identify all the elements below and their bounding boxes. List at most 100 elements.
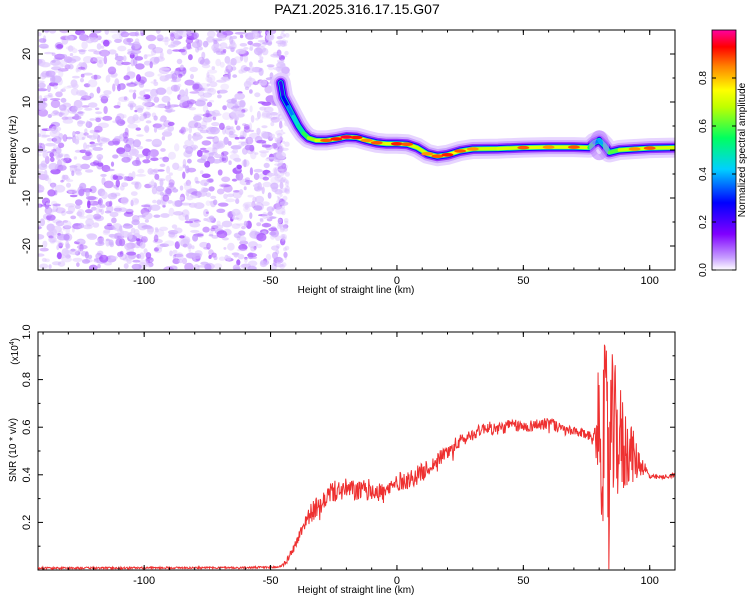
noise-speckle <box>235 137 240 140</box>
noise-speckle <box>57 242 63 246</box>
noise-speckle <box>105 27 110 34</box>
noise-speckle <box>250 167 253 175</box>
noise-speckle <box>256 222 261 226</box>
noise-speckle <box>139 252 145 259</box>
noise-speckle <box>256 128 260 135</box>
noise-speckle <box>180 203 191 206</box>
noise-speckle <box>75 199 83 205</box>
noise-speckle <box>123 224 133 229</box>
noise-speckle <box>119 254 127 260</box>
noise-speckle <box>70 53 73 56</box>
noise-speckle <box>280 41 286 47</box>
noise-speckle <box>169 179 175 186</box>
noise-speckle <box>260 218 263 221</box>
noise-speckle <box>261 125 267 128</box>
noise-speckle <box>278 60 283 65</box>
noise-speckle <box>182 101 193 109</box>
noise-speckle <box>54 112 65 116</box>
noise-speckle <box>267 64 275 67</box>
noise-speckle <box>66 58 77 63</box>
ridge-peak <box>517 146 529 150</box>
ridge-peak <box>401 142 413 146</box>
noise-speckle <box>259 68 264 76</box>
noise-speckle <box>128 101 134 105</box>
noise-speckle <box>164 240 175 246</box>
noise-speckle <box>187 243 192 249</box>
noise-speckle <box>45 259 50 263</box>
noise-speckle <box>39 95 42 100</box>
snr-x-tick-label: 50 <box>517 575 529 587</box>
noise-speckle <box>36 185 45 193</box>
noise-speckle <box>247 253 257 258</box>
noise-speckle <box>200 180 209 186</box>
noise-speckle <box>51 60 56 63</box>
noise-speckle <box>188 54 193 60</box>
noise-speckle <box>96 207 100 214</box>
noise-speckle <box>92 143 101 146</box>
noise-speckle <box>68 191 72 195</box>
noise-speckle <box>124 176 128 181</box>
noise-speckle <box>210 196 216 199</box>
noise-speckle <box>193 115 202 121</box>
noise-speckle <box>61 160 66 167</box>
noise-speckle <box>63 119 74 124</box>
noise-speckle <box>207 102 212 107</box>
noise-speckle <box>162 157 169 163</box>
noise-speckle <box>185 214 189 221</box>
noise-speckle <box>39 83 43 87</box>
noise-speckle <box>235 198 239 204</box>
noise-speckle <box>121 62 131 65</box>
ridge-peak <box>351 136 363 140</box>
noise-speckle <box>103 90 111 95</box>
noise-speckle <box>115 116 121 124</box>
noise-speckle <box>253 32 260 39</box>
noise-speckle <box>152 200 157 204</box>
noise-speckle <box>67 107 77 114</box>
noise-speckle <box>131 59 135 67</box>
noise-speckle <box>78 189 84 196</box>
noise-speckle <box>104 262 112 265</box>
noise-speckle <box>133 90 136 93</box>
noise-speckle <box>156 88 167 95</box>
noise-speckle <box>269 216 276 219</box>
noise-speckle <box>244 186 247 190</box>
noise-speckle <box>281 177 286 182</box>
noise-speckle <box>178 84 182 88</box>
noise-speckle <box>164 39 168 45</box>
noise-speckle <box>95 118 101 123</box>
noise-speckle <box>153 96 159 102</box>
noise-speckle <box>266 157 276 160</box>
noise-speckle <box>222 105 227 110</box>
noise-speckle <box>50 98 60 101</box>
noise-speckle <box>135 63 145 69</box>
noise-speckle <box>56 221 64 227</box>
noise-speckle <box>97 87 101 94</box>
noise-speckle <box>202 64 210 68</box>
noise-speckle <box>168 44 176 48</box>
snr-scale-factor: (x104) <box>9 338 21 365</box>
noise-speckle <box>103 40 110 47</box>
noise-speckle <box>250 151 256 159</box>
noise-speckle <box>114 78 119 86</box>
noise-speckle <box>117 46 126 52</box>
noise-speckle <box>192 253 202 259</box>
noise-speckle <box>185 221 194 224</box>
noise-speckle <box>252 197 256 203</box>
noise-speckle <box>199 83 209 88</box>
noise-speckle <box>49 264 52 269</box>
noise-speckle <box>123 114 127 118</box>
noise-speckle <box>57 234 68 241</box>
noise-speckle <box>83 73 93 76</box>
noise-speckle <box>98 123 109 129</box>
noise-speckle <box>136 238 140 241</box>
noise-speckle <box>228 160 231 165</box>
noise-speckle <box>285 258 287 260</box>
noise-speckle <box>146 252 152 259</box>
noise-speckle <box>100 94 110 99</box>
noise-speckle <box>139 115 145 121</box>
snr-y-label: SNR (10 * v/v) <box>8 418 19 482</box>
noise-speckle <box>49 28 56 33</box>
noise-speckle <box>56 44 63 49</box>
spectrogram-y-tick-label: 10 <box>21 96 33 108</box>
noise-speckle <box>72 258 82 262</box>
